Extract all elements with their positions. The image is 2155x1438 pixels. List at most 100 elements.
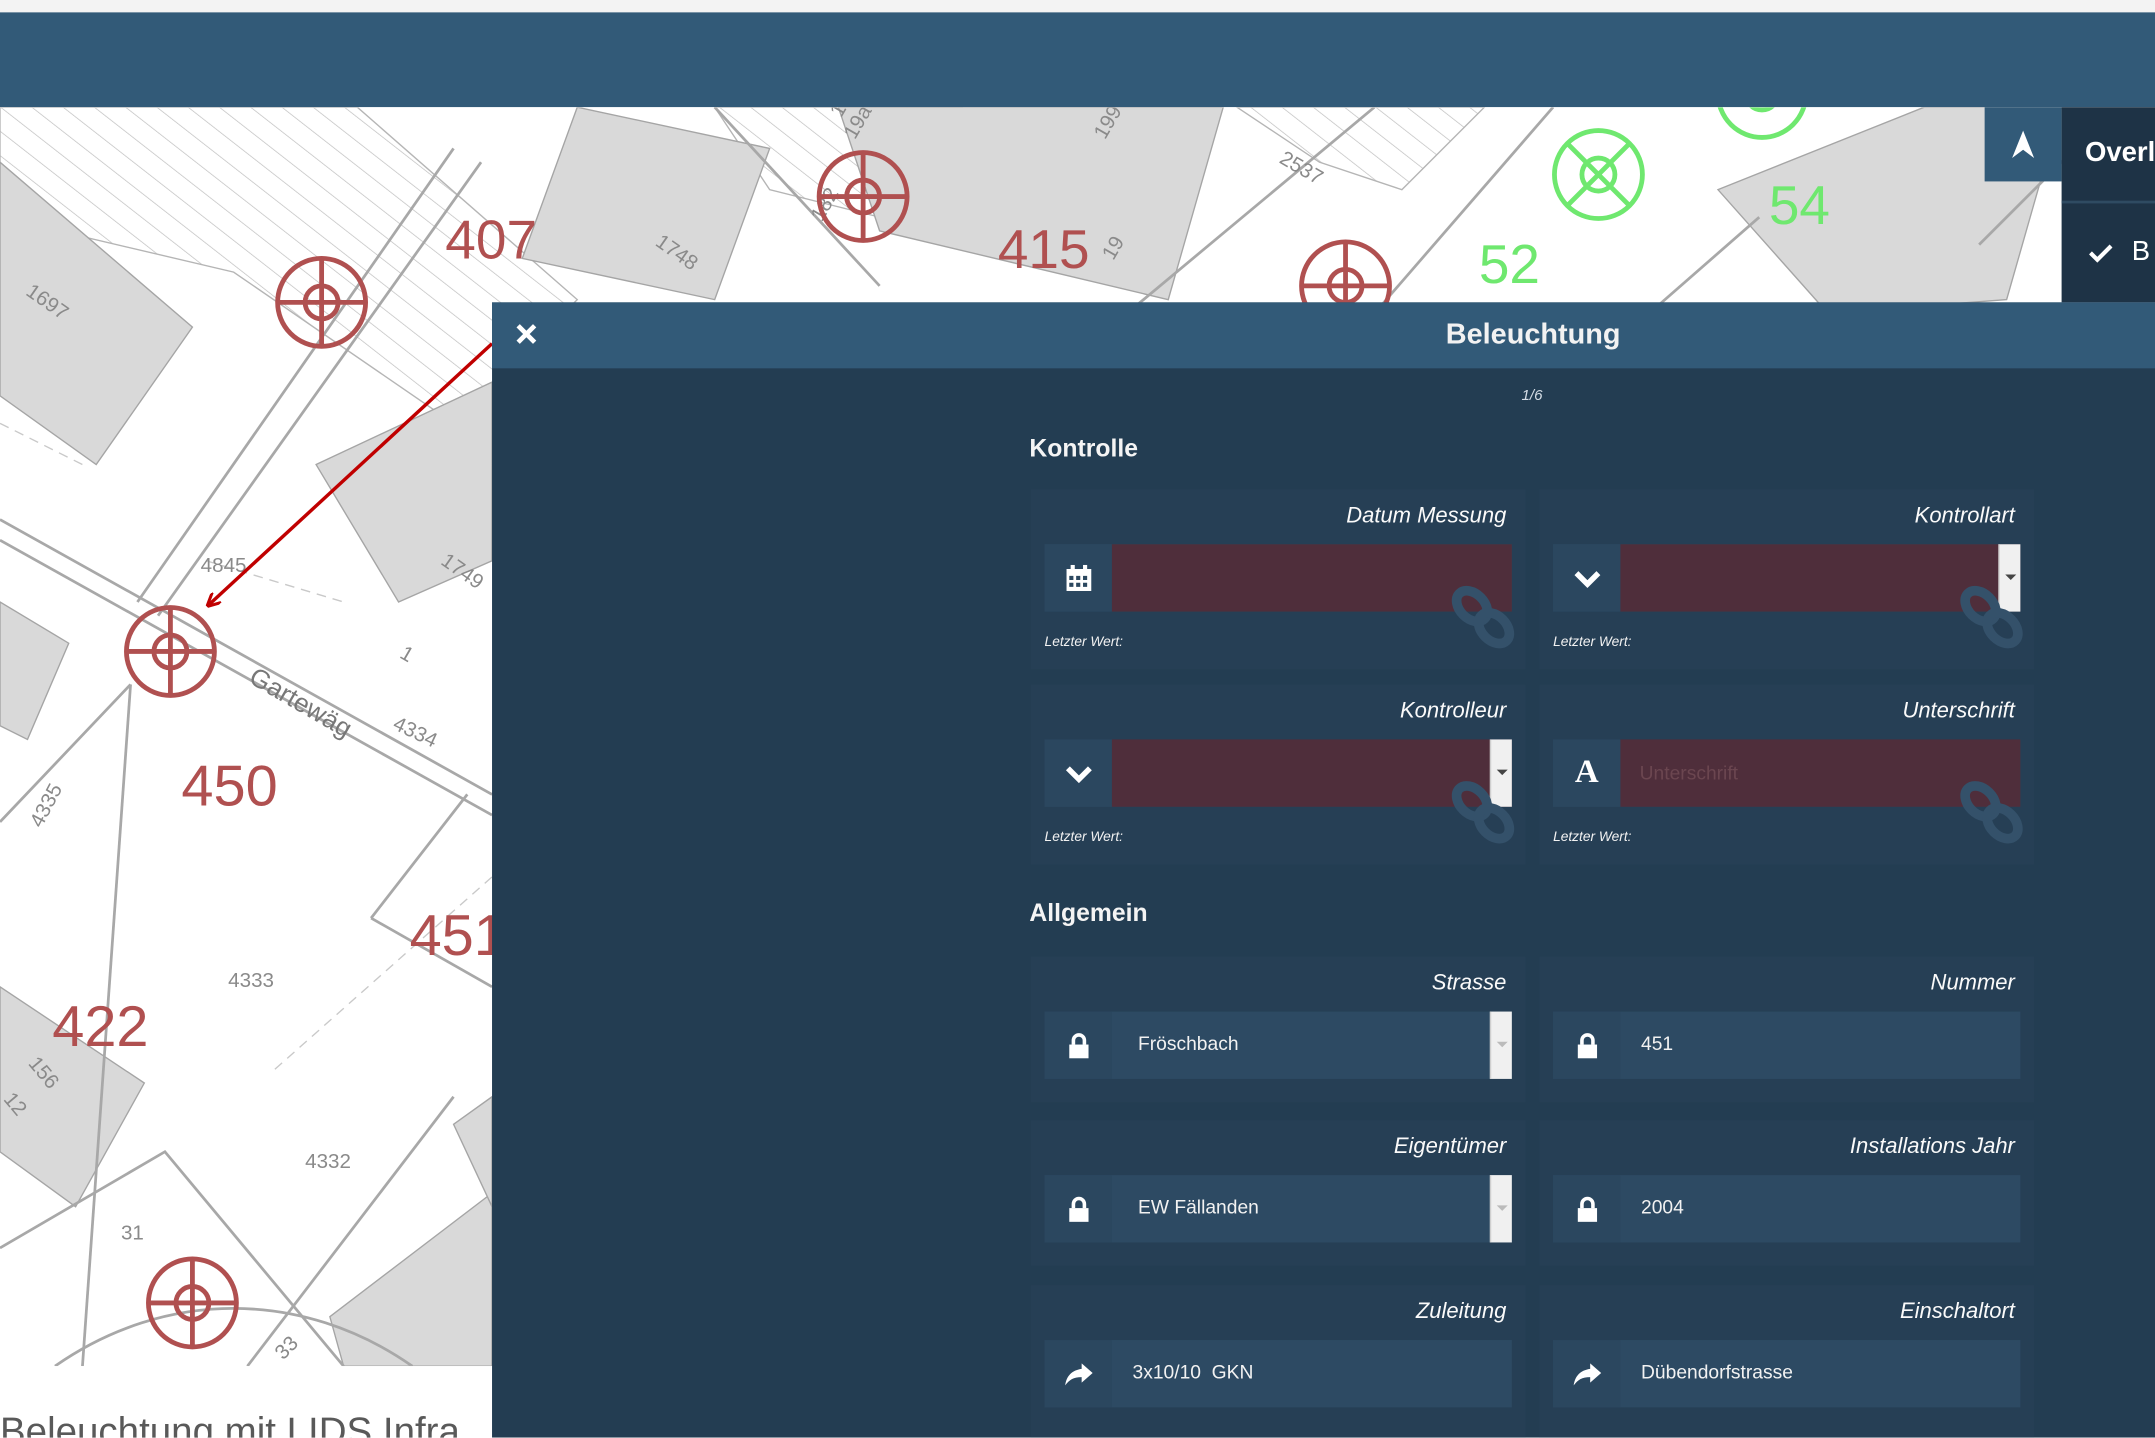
field-value: 2004: [1641, 1195, 1684, 1218]
lot-number: 31: [121, 1222, 144, 1245]
strasse-value[interactable]: Fröschbach: [1112, 1011, 1512, 1079]
dialog-title: Beleuchtung: [1445, 318, 1621, 351]
einschaltort-input[interactable]: Dübendorfstrasse: [1553, 1340, 2021, 1408]
section-title-kontrolle: Kontrolle: [1029, 434, 1139, 462]
street-lamp-icon[interactable]: [146, 1256, 239, 1350]
kontrollart-select[interactable]: [1553, 544, 2021, 612]
link-icon: [1960, 585, 2023, 649]
overlay-layer-label: B: [2131, 236, 2151, 267]
parcel-number: 422: [52, 995, 148, 1059]
browser-strip: [0, 0, 2155, 13]
selected-street-lamp-icon[interactable]: [124, 605, 217, 698]
chevron-down-icon[interactable]: [1553, 544, 1621, 612]
field-datum-messung: Datum Messung Letzter Wert:: [1030, 489, 1526, 670]
street-lamp-icon[interactable]: [816, 150, 910, 243]
share-arrow-icon[interactable]: [1553, 1340, 1621, 1408]
lock-icon: [1044, 1011, 1112, 1079]
feature-dialog: Beleuchtung 1/6 Kontrolle Datum Messung …: [492, 302, 2155, 1438]
overlay-layer-item[interactable]: B: [2089, 236, 2150, 268]
link-icon: [1451, 585, 1515, 649]
overlay-divider: [2061, 200, 2155, 204]
einschaltort-value[interactable]: Dübendorfstrasse: [1620, 1340, 2020, 1407]
field-kontrolleur: Kontrolleur Letzter Wert:: [1030, 684, 1526, 865]
chevron-down-icon[interactable]: [1044, 739, 1112, 807]
field-value: 3x10/10 GKN: [1132, 1360, 1254, 1383]
close-icon: [516, 324, 537, 344]
north-arrow-icon: [2012, 130, 2035, 159]
field-einschaltort: Einschaltort Dübendorfstrasse: [1539, 1285, 2035, 1438]
field-label: Datum Messung: [1346, 504, 1507, 528]
page-indicator: 1/6: [1521, 387, 1543, 405]
field-label: Zuleitung: [1415, 1300, 1507, 1324]
select-scrollbar[interactable]: [1998, 544, 2021, 612]
field-value: 451: [1641, 1032, 1674, 1055]
nummer-value[interactable]: 451: [1620, 1012, 2020, 1079]
field-value: Fröschbach: [1138, 1032, 1239, 1055]
calendar-icon[interactable]: [1044, 544, 1112, 612]
select-value[interactable]: [1620, 544, 2021, 612]
signature-input[interactable]: A Unterschrift: [1553, 739, 2021, 807]
street-lamp-icon[interactable]: [1299, 239, 1392, 333]
street-lamp-green-icon[interactable]: [1552, 128, 1645, 221]
field-zuleitung: Zuleitung 3x10/10 GKN: [1030, 1285, 1526, 1438]
lock-icon: [1044, 1175, 1112, 1243]
field-label: Nummer: [1930, 971, 2015, 996]
kontrolleur-select[interactable]: [1044, 739, 1512, 807]
street-lamp-icon[interactable]: [275, 255, 368, 349]
text-icon: A: [1553, 739, 1621, 807]
field-label: Einschaltort: [1899, 1300, 2015, 1324]
link-icon: [1451, 781, 1515, 844]
field-label: Kontrollart: [1914, 504, 2015, 528]
parcel-number: 407: [445, 208, 537, 270]
overlay-panel[interactable]: Overl B: [2061, 107, 2155, 303]
field-value: Dübendorfstrasse: [1641, 1360, 1793, 1383]
map-canvas[interactable]: 407 415 450 451 422 52 54 1697 1748 1749…: [0, 107, 2155, 1367]
select-scrollbar[interactable]: [1489, 1175, 1512, 1243]
signature-value[interactable]: Unterschrift: [1620, 739, 2021, 807]
eigentuemer-select[interactable]: EW Fällanden: [1044, 1175, 1512, 1243]
installations-jahr-input[interactable]: 2004: [1553, 1175, 2021, 1243]
eigentuemer-value[interactable]: EW Fällanden: [1112, 1175, 1512, 1243]
parcel-number: 52: [1479, 233, 1540, 295]
overlay-panel-title: Overl: [2084, 137, 2155, 168]
strasse-select[interactable]: Fröschbach: [1044, 1011, 1512, 1079]
parcel-number: 451: [410, 904, 506, 968]
last-value-label: Letzter Wert:: [1044, 830, 1123, 846]
zuleitung-value[interactable]: 3x10/10 GKN: [1112, 1340, 1512, 1407]
annotation-arrow: [209, 342, 494, 605]
lot-number: 4845: [201, 554, 247, 577]
date-input[interactable]: [1044, 544, 1512, 612]
field-kontrollart: Kontrollart Letzter Wert:: [1539, 489, 2035, 670]
app-header-bar: [0, 12, 2155, 108]
parcel-number: 54: [1769, 174, 1830, 236]
street-label: Gartewäg: [244, 661, 357, 744]
parcel-number: 415: [998, 218, 1090, 280]
select-value[interactable]: [1111, 739, 1512, 807]
signature-placeholder: Unterschrift: [1639, 761, 1739, 784]
checkmark-icon: [2089, 243, 2113, 262]
street-lamp-green-icon[interactable]: [1717, 107, 1807, 140]
lock-icon: [1553, 1011, 1621, 1079]
field-label: Kontrolleur: [1399, 699, 1507, 723]
link-icon: [1960, 781, 2023, 844]
field-installations-jahr: Installations Jahr 2004: [1539, 1120, 2035, 1266]
lock-icon: [1553, 1175, 1621, 1243]
field-nummer: Nummer 451: [1539, 956, 2035, 1103]
select-scrollbar[interactable]: [1489, 1011, 1512, 1079]
parcel-number: 450: [181, 754, 277, 818]
select-scrollbar[interactable]: [1489, 739, 1512, 807]
nummer-input[interactable]: 451: [1553, 1011, 2021, 1079]
field-label: Unterschrift: [1902, 699, 2015, 723]
north-arrow-button[interactable]: [1984, 107, 2062, 182]
date-value[interactable]: [1111, 544, 1512, 612]
field-eigentuemer: Eigentümer EW Fällanden: [1030, 1120, 1526, 1266]
field-label: Eigentümer: [1393, 1135, 1507, 1159]
figure-caption: Beleuchtung mit LIDS Infra: [0, 1410, 460, 1438]
share-arrow-icon[interactable]: [1044, 1340, 1112, 1408]
zuleitung-input[interactable]: 3x10/10 GKN: [1044, 1340, 1512, 1408]
close-button[interactable]: [511, 319, 541, 349]
field-label: Strasse: [1431, 971, 1507, 996]
installations-jahr-value[interactable]: 2004: [1620, 1175, 2020, 1242]
lot-number: 4334: [390, 712, 441, 752]
